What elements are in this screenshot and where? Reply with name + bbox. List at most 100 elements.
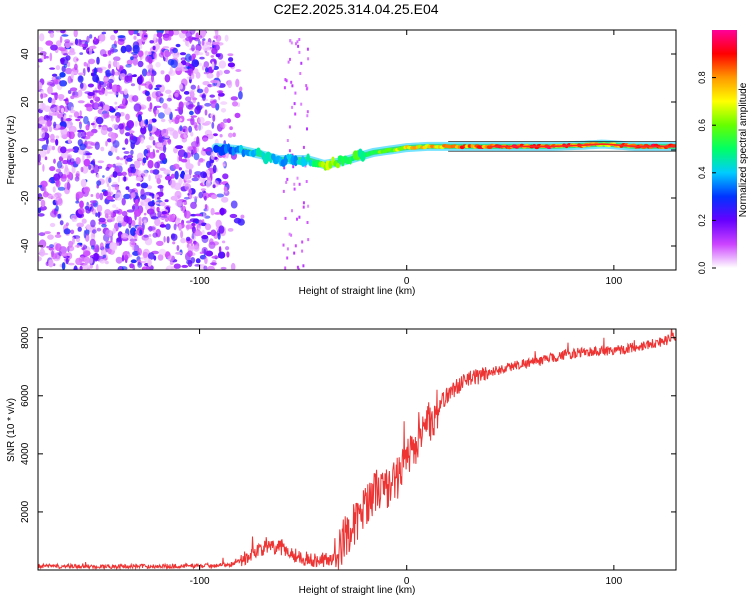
- spectrogram-y-label: Frequency (Hz): [6, 116, 17, 185]
- noise-blob: [222, 173, 229, 180]
- noise-speckle: [302, 145, 305, 149]
- noise-blob: [105, 229, 112, 238]
- noise-blob: [138, 216, 142, 224]
- noise-blob: [108, 63, 111, 69]
- noise-blob: [100, 126, 108, 136]
- noise-blob: [183, 91, 190, 95]
- noise-blob: [223, 118, 228, 124]
- noise-speckle: [293, 102, 296, 106]
- noise-blob: [55, 40, 62, 47]
- noise-blob: [141, 169, 148, 178]
- noise-blob: [206, 160, 211, 169]
- noise-speckle: [301, 240, 304, 244]
- snr-y-tick-label: 6000: [20, 384, 31, 407]
- noise-blob: [167, 255, 176, 262]
- noise-blob: [189, 218, 198, 223]
- noise-blob: [100, 146, 105, 152]
- noise-blob: [152, 232, 158, 238]
- noise-speckle: [288, 149, 291, 153]
- noise-blob: [123, 176, 127, 182]
- noise-blob: [55, 79, 59, 85]
- noise-blob: [60, 116, 64, 124]
- noise-blob: [94, 141, 100, 150]
- noise-blob: [111, 43, 118, 49]
- noise-blob: [165, 223, 171, 230]
- noise-blob: [130, 149, 134, 156]
- noise-blob: [140, 194, 147, 200]
- noise-blob: [162, 34, 170, 41]
- noise-blob: [154, 43, 160, 50]
- noise-blob: [74, 63, 78, 71]
- noise-blob: [105, 86, 113, 90]
- noise-blob: [60, 146, 67, 154]
- noise-blob: [66, 154, 73, 160]
- noise-blob: [62, 159, 69, 165]
- noise-blob: [185, 236, 191, 242]
- noise-blob: [47, 234, 54, 240]
- noise-blob: [63, 228, 71, 235]
- noise-blob: [104, 89, 108, 97]
- noise-blob: [190, 117, 195, 126]
- noise-speckle: [293, 182, 296, 186]
- noise-blob: [163, 144, 167, 153]
- noise-blob: [102, 77, 110, 82]
- noise-blob: [154, 218, 161, 227]
- noise-blob: [195, 32, 200, 40]
- noise-blob: [127, 189, 136, 193]
- noise-blob: [205, 179, 211, 188]
- noise-speckle: [284, 266, 287, 270]
- noise-blob: [168, 30, 174, 37]
- noise-blob: [179, 52, 187, 56]
- noise-blob: [159, 152, 166, 161]
- noise-blob: [133, 74, 137, 77]
- noise-blob: [201, 190, 206, 194]
- noise-blob: [221, 240, 226, 244]
- noise-blob: [218, 92, 225, 97]
- noise-blob: [179, 66, 187, 72]
- noise-blob: [85, 208, 91, 214]
- noise-speckle: [296, 40, 299, 44]
- noise-blob: [112, 163, 116, 168]
- noise-blob: [76, 243, 80, 248]
- noise-blob: [98, 106, 102, 110]
- noise-blob: [159, 160, 165, 164]
- noise-blob: [109, 115, 117, 119]
- noise-blob: [53, 158, 56, 164]
- noise-blob: [212, 164, 217, 174]
- noise-blob: [41, 55, 44, 62]
- noise-blob: [40, 180, 48, 188]
- noise-speckle: [300, 61, 303, 65]
- noise-blob: [75, 118, 81, 122]
- noise-blob: [161, 211, 168, 215]
- noise-blob: [92, 164, 100, 174]
- noise-blob: [69, 109, 76, 114]
- noise-blob: [204, 204, 208, 210]
- noise-blob: [67, 75, 72, 84]
- noise-blob: [145, 55, 153, 63]
- noise-blob: [66, 148, 75, 152]
- noise-blob: [66, 181, 71, 191]
- noise-blob: [114, 92, 119, 96]
- noise-blob: [155, 61, 161, 68]
- noise-blob: [86, 155, 91, 159]
- noise-blob: [118, 103, 127, 110]
- noise-blob: [137, 60, 144, 68]
- noise-blob: [64, 67, 73, 75]
- noise-blob: [85, 124, 90, 131]
- noise-blob: [149, 102, 153, 110]
- noise-blob: [219, 207, 225, 216]
- noise-blob: [92, 158, 96, 165]
- noise-blob: [148, 109, 152, 112]
- noise-blob: [79, 265, 83, 270]
- noise-blob: [240, 214, 245, 219]
- noise-blob: [98, 165, 103, 169]
- noise-blob: [152, 140, 156, 146]
- noise-speckle: [286, 256, 289, 260]
- noise-blob: [98, 217, 106, 223]
- noise-speckle: [306, 127, 308, 131]
- noise-blob: [93, 67, 97, 76]
- noise-blob: [195, 258, 201, 264]
- noise-blob: [50, 133, 55, 141]
- noise-blob: [125, 186, 130, 191]
